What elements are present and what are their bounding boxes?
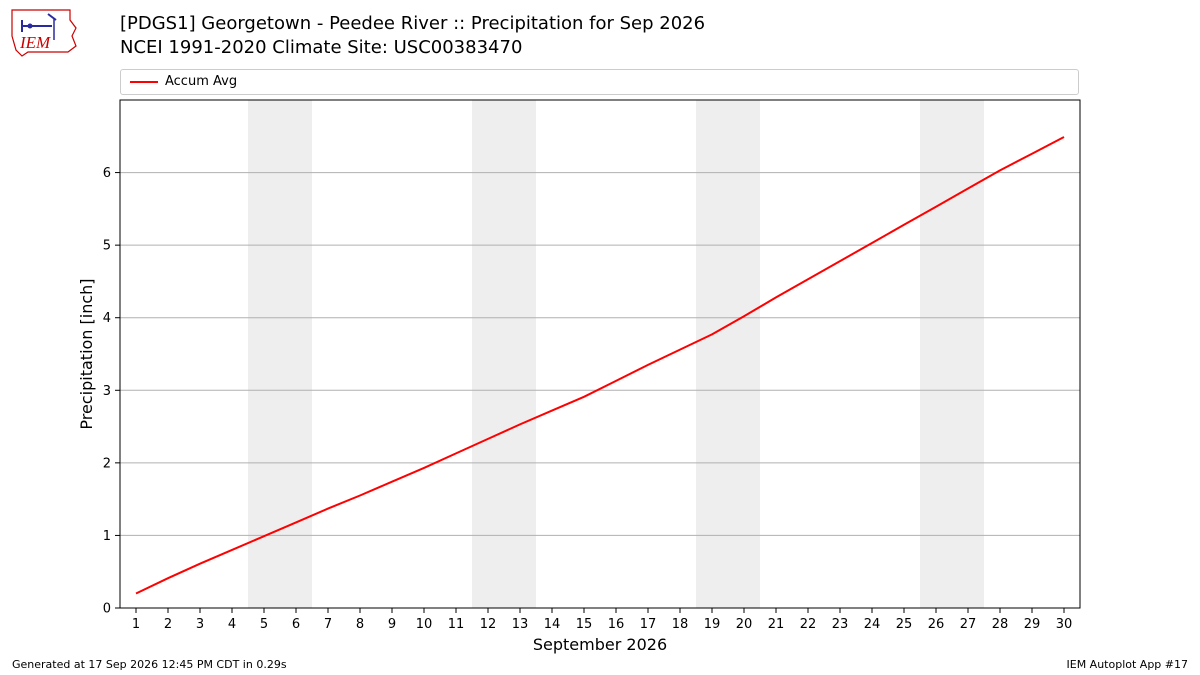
x-tick-label-30: 30 bbox=[1056, 617, 1073, 632]
x-tick-label-18: 18 bbox=[672, 617, 689, 632]
x-tick-label-4: 4 bbox=[228, 617, 236, 632]
weekend-band-1 bbox=[248, 100, 312, 608]
y-tick-label-2: 2 bbox=[103, 456, 111, 471]
x-tick-label-27: 27 bbox=[960, 617, 977, 632]
logo-text: IEM bbox=[19, 33, 51, 52]
x-tick-label-26: 26 bbox=[928, 617, 945, 632]
x-tick-label-7: 7 bbox=[324, 617, 332, 632]
y-tick-label-5: 5 bbox=[103, 239, 111, 254]
x-tick-label-8: 8 bbox=[356, 617, 364, 632]
x-tick-label-20: 20 bbox=[736, 617, 753, 632]
x-tick-label-15: 15 bbox=[576, 617, 593, 632]
legend-label-accum-avg: Accum Avg bbox=[165, 74, 238, 89]
x-tick-label-11: 11 bbox=[448, 617, 465, 632]
x-tick-label-17: 17 bbox=[640, 617, 657, 632]
x-tick-label-5: 5 bbox=[260, 617, 268, 632]
legend-swatch-accum-avg bbox=[130, 81, 158, 83]
title-line-1: [PDGS1] Georgetown - Peedee River :: Pre… bbox=[120, 13, 706, 34]
x-tick-label-3: 3 bbox=[196, 617, 204, 632]
x-tick-label-23: 23 bbox=[832, 617, 849, 632]
x-tick-label-14: 14 bbox=[544, 617, 561, 632]
iem-logo: IEM bbox=[8, 6, 80, 58]
x-tick-label-6: 6 bbox=[292, 617, 300, 632]
x-tick-label-22: 22 bbox=[800, 617, 817, 632]
x-tick-label-24: 24 bbox=[864, 617, 881, 632]
x-tick-label-28: 28 bbox=[992, 617, 1009, 632]
chart-legend: Accum Avg bbox=[120, 69, 1079, 95]
weekend-band-4 bbox=[920, 100, 984, 608]
x-tick-label-29: 29 bbox=[1024, 617, 1041, 632]
x-tick-label-21: 21 bbox=[768, 617, 785, 632]
x-tick-label-12: 12 bbox=[480, 617, 497, 632]
generated-timestamp: Generated at 17 Sep 2026 12:45 PM CDT in… bbox=[12, 658, 287, 671]
x-tick-label-25: 25 bbox=[896, 617, 913, 632]
title-line-2: NCEI 1991-2020 Climate Site: USC00383470 bbox=[120, 37, 523, 58]
weekend-band-3 bbox=[696, 100, 760, 608]
x-tick-label-1: 1 bbox=[132, 617, 140, 632]
app-label: IEM Autoplot App #17 bbox=[1066, 658, 1189, 671]
y-tick-label-4: 4 bbox=[103, 311, 111, 326]
y-tick-label-0: 0 bbox=[103, 602, 111, 617]
y-tick-label-6: 6 bbox=[103, 166, 111, 181]
plot-frame bbox=[119, 99, 1081, 609]
y-tick-label-3: 3 bbox=[103, 384, 111, 399]
x-axis-label: September 2026 bbox=[533, 635, 667, 654]
y-axis-label: Precipitation [inch] bbox=[77, 278, 96, 429]
x-tick-label-9: 9 bbox=[388, 617, 396, 632]
x-tick-label-2: 2 bbox=[164, 617, 172, 632]
chart-title: [PDGS1] Georgetown - Peedee River :: Pre… bbox=[120, 12, 705, 60]
weekend-band-2 bbox=[472, 100, 536, 608]
x-tick-label-19: 19 bbox=[704, 617, 721, 632]
x-tick-label-10: 10 bbox=[416, 617, 433, 632]
series-line-accum-avg bbox=[135, 136, 1065, 595]
x-tick-label-13: 13 bbox=[512, 617, 529, 632]
y-tick-label-1: 1 bbox=[103, 529, 111, 544]
x-tick-label-16: 16 bbox=[608, 617, 625, 632]
